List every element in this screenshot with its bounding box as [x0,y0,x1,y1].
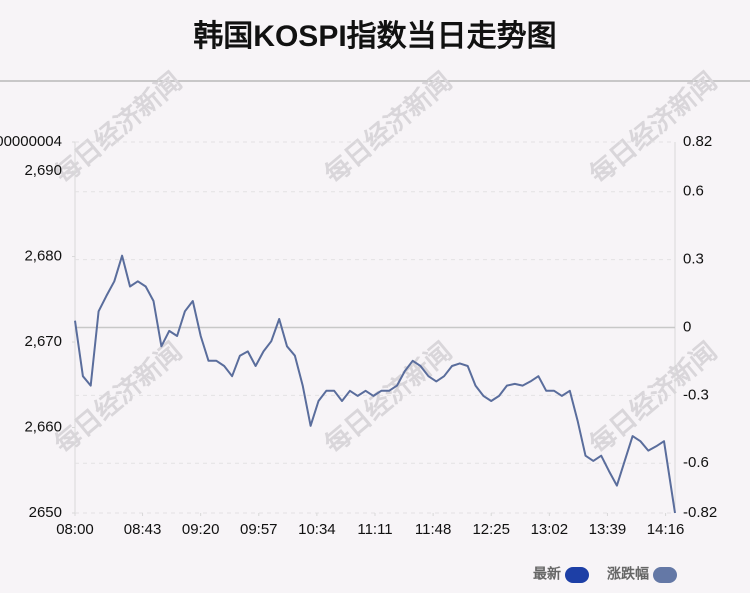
y2-tick-label: 0.3 [683,251,704,268]
chart-title: 韩国KOSPI指数当日走势图 [193,20,556,53]
x-tick-label: 08:43 [124,521,162,538]
x-tick-label: 10:34 [298,521,336,538]
x-tick-label: 11:11 [357,521,392,538]
y2-tick-label: -0.6 [683,454,709,471]
y-tick-label: 2,680 [24,248,62,265]
legend-label: 最新 [533,566,561,582]
y-tick-label: 2,670 [24,333,62,350]
legend-swatch [653,567,677,583]
legend-swatch [565,567,589,583]
x-tick-label: 13:02 [531,521,569,538]
x-tick-label: 14:16 [647,521,685,538]
x-tick-label: 09:57 [240,521,278,538]
x-tick-label: 13:39 [589,521,627,538]
y2-tick-label: -0.82 [683,504,717,521]
y-tick-label: 2,660 [24,418,62,435]
y2-tick-label: 0.6 [683,183,704,200]
y2-tick-label: -0.3 [683,386,709,403]
x-tick-label: 12:25 [472,521,510,538]
x-tick-label: 11:48 [415,521,451,538]
x-tick-label: 09:20 [182,521,220,538]
y-tick-label: 2650 [29,504,62,521]
y2-tick-label: 0 [683,318,691,335]
y2-tick-label: 0.82 [683,133,712,150]
y-tick-label: 2,693.4000000004 [0,133,62,150]
x-tick-label: 08:00 [56,521,94,538]
price-line [74,254,676,514]
legend-label: 涨跌幅 [607,566,649,582]
y-tick-label: 2,690 [24,162,62,179]
